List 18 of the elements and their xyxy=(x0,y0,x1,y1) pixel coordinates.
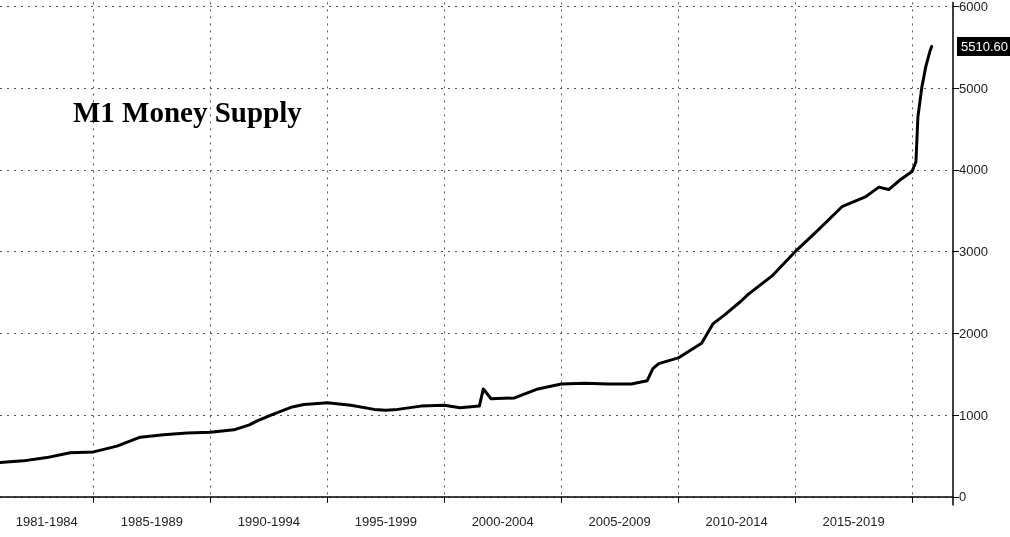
y-tick-label: 0 xyxy=(959,489,967,505)
y-tick-label: 2000 xyxy=(959,325,988,341)
x-tick-label: 1985-1989 xyxy=(120,514,183,529)
annotation: 5510.60 xyxy=(961,38,1008,54)
x-tick-label: 2015-2019 xyxy=(822,514,885,529)
x-tick-label: 1995-1999 xyxy=(354,514,417,529)
y-tick-label: 1000 xyxy=(959,407,988,423)
y-tick-label: 4000 xyxy=(959,162,988,178)
y-tick-label: 6000 xyxy=(959,0,988,14)
line-series xyxy=(0,44,934,464)
x-tick-label: 1981-1984 xyxy=(15,514,78,529)
x-tick-label: 2010-2014 xyxy=(705,514,768,529)
x-tick-label: 2005-2009 xyxy=(588,514,651,529)
x-tick-label: 2000-2004 xyxy=(471,514,534,529)
y-tick-label: 3000 xyxy=(959,244,988,260)
y-tick-label: 5000 xyxy=(959,80,988,96)
text: M1 Money Supply xyxy=(73,95,303,128)
x-tick-label: 1990-1994 xyxy=(237,514,300,529)
